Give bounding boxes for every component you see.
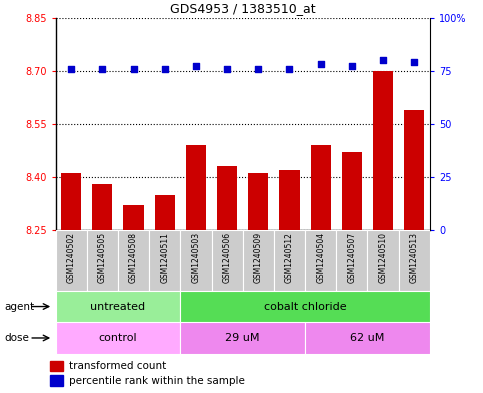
Text: GSM1240502: GSM1240502 [67,232,76,283]
Text: GSM1240511: GSM1240511 [160,232,169,283]
Text: cobalt chloride: cobalt chloride [264,301,346,312]
Bar [186,145,206,230]
Bar [305,322,430,354]
Text: GSM1240504: GSM1240504 [316,232,325,283]
Bar [56,230,87,291]
Text: GSM1240509: GSM1240509 [254,232,263,283]
Text: GSM1240510: GSM1240510 [379,232,387,283]
Bar [279,170,299,230]
Bar [305,230,336,291]
Bar [50,375,63,386]
Bar [368,230,398,291]
Bar [149,230,180,291]
Point [161,66,169,72]
Bar [56,322,180,354]
Text: GSM1240512: GSM1240512 [285,232,294,283]
Bar [123,205,143,230]
Text: GSM1240507: GSM1240507 [347,232,356,283]
Point [67,66,75,72]
Point [317,61,325,68]
Bar [118,230,149,291]
Point [379,57,387,63]
Bar [336,230,368,291]
Point [223,66,231,72]
Text: untreated: untreated [90,301,145,312]
Point [99,66,106,72]
Bar [398,230,430,291]
Text: GSM1240503: GSM1240503 [191,232,200,283]
Point [285,66,293,72]
Point [129,66,137,72]
Bar [311,145,331,230]
Bar [61,173,81,230]
Text: GSM1240513: GSM1240513 [410,232,419,283]
Text: control: control [99,333,137,343]
Text: dose: dose [5,333,30,343]
Text: 62 uM: 62 uM [350,333,384,343]
Bar [87,230,118,291]
Text: GSM1240508: GSM1240508 [129,232,138,283]
Bar [248,173,269,230]
Bar [274,230,305,291]
Text: transformed count: transformed count [69,361,166,371]
Text: percentile rank within the sample: percentile rank within the sample [69,376,245,386]
Point [192,63,200,70]
Point [411,59,418,65]
Bar [50,361,63,371]
Point [348,63,356,70]
Bar [217,166,237,230]
Bar [212,230,242,291]
Text: GSM1240506: GSM1240506 [223,232,232,283]
Bar [404,110,425,230]
Bar [180,322,305,354]
Bar [56,291,180,322]
Bar [155,195,175,230]
Text: 29 uM: 29 uM [226,333,260,343]
Title: GDS4953 / 1383510_at: GDS4953 / 1383510_at [170,2,315,15]
Bar [92,184,113,230]
Bar [242,230,274,291]
Bar [373,71,393,230]
Bar [342,152,362,230]
Text: agent: agent [5,301,35,312]
Bar [180,291,430,322]
Point [255,66,262,72]
Bar [180,230,212,291]
Text: GSM1240505: GSM1240505 [98,232,107,283]
